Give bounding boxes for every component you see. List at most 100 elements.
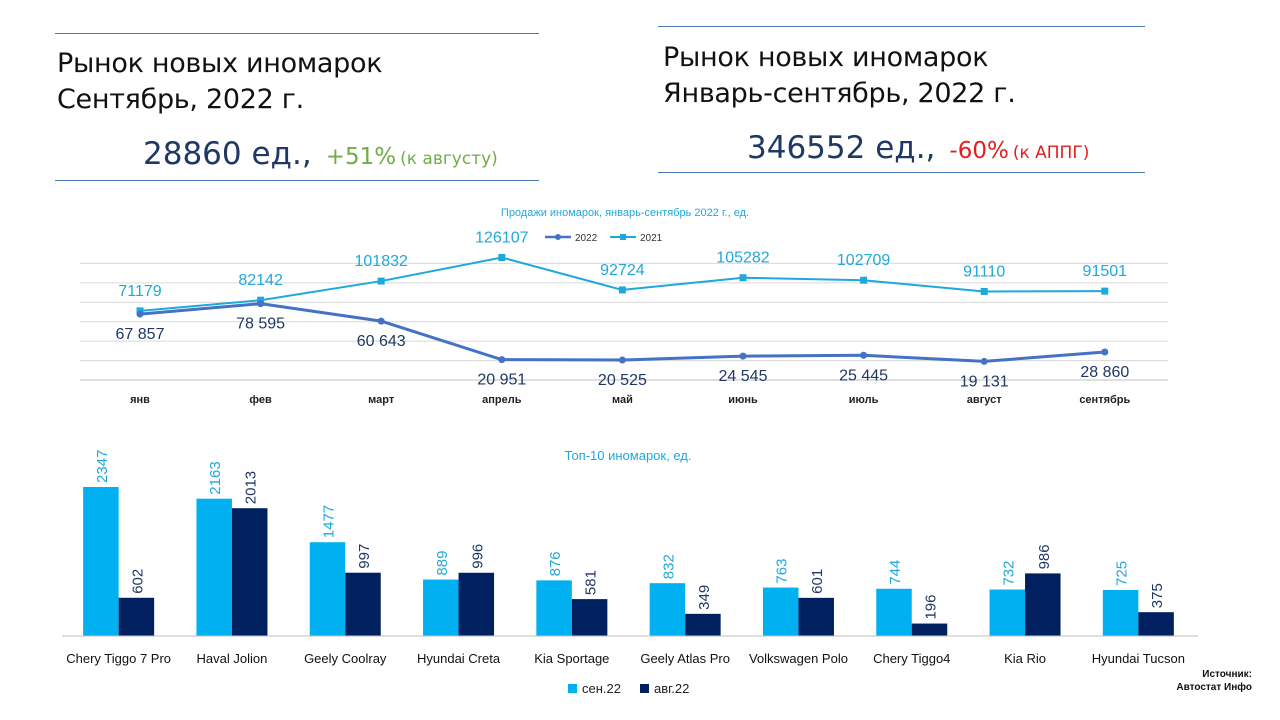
- bar-aug22-label: 602: [129, 569, 146, 594]
- bar-category-label: Hyundai Tucson: [1092, 651, 1185, 666]
- bar-aug22: [118, 597, 155, 636]
- series-2021-point: [377, 277, 385, 285]
- line-category-label: июнь: [728, 394, 758, 406]
- series-2021-label: 92724: [600, 262, 645, 279]
- series-2021-point: [1101, 287, 1109, 295]
- right-title: Рынок новых иномарок Январь-сентябрь, 20…: [663, 40, 1016, 112]
- right-top-rule: [658, 26, 1145, 27]
- bar-aug22-label: 196: [923, 595, 940, 620]
- series-2021-point: [739, 274, 747, 282]
- bar-category-label: Kia Rio: [1004, 651, 1046, 666]
- legend-sep22-swatch: [568, 684, 577, 693]
- source-note: Источник: Автостат Инфо: [1176, 668, 1252, 694]
- left-title-line2: Сентябрь, 2022 г.: [57, 84, 304, 115]
- legend-2022-marker: [555, 234, 561, 240]
- legend-aug22-label: авг.22: [654, 681, 689, 696]
- bar-category-label: Hyundai Creta: [417, 651, 501, 666]
- series-2021-label: 101832: [355, 253, 408, 270]
- series-2022-point: [136, 310, 144, 318]
- bar-aug22: [571, 599, 608, 636]
- bar-aug22: [458, 572, 495, 636]
- right-title-line1: Рынок новых иномарок: [663, 42, 989, 73]
- line-category-label: июль: [849, 394, 879, 406]
- series-2021-label: 102709: [837, 252, 890, 269]
- series-2021-label: 91110: [963, 263, 1005, 280]
- left-change-note: (к августу): [400, 149, 498, 169]
- series-2021-point: [618, 286, 626, 294]
- series-2021-label: 71179: [118, 283, 161, 300]
- series-2021-label: 126107: [475, 229, 528, 246]
- bar-sep22-label: 832: [660, 554, 677, 579]
- bar-sep22-label: 876: [547, 551, 564, 576]
- series-2022-label: 28 860: [1080, 364, 1129, 381]
- left-total: 28860 ед.,: [143, 136, 312, 172]
- series-2022-label: 20 525: [598, 372, 647, 389]
- right-change: -60%: [949, 138, 1009, 164]
- bar-sep22: [196, 498, 232, 636]
- line-category-label: апрель: [482, 394, 522, 406]
- series-2022-label: 60 643: [357, 333, 406, 350]
- bar-aug22-label: 2013: [243, 471, 260, 504]
- line-chart: Продажи иномарок, январь-сентябрь 2022 г…: [80, 207, 1168, 406]
- series-2022-label: 67 857: [116, 326, 165, 343]
- left-bottom-rule: [55, 180, 539, 181]
- legend-sep22-label: сен.22: [582, 681, 621, 696]
- bar-category-label: Haval Jolion: [197, 651, 268, 666]
- bar-aug22: [1025, 573, 1061, 636]
- bar-category-label: Chery Tiggo4: [873, 651, 950, 666]
- bar-sep22-label: 763: [774, 559, 791, 584]
- line-category-label: март: [368, 394, 395, 406]
- bar-aug22: [231, 508, 268, 636]
- bar-sep22-label: 889: [434, 551, 451, 576]
- series-2021-point: [498, 253, 506, 261]
- bar-aug22-label: 349: [696, 585, 713, 610]
- bar-sep22-label: 2347: [94, 450, 111, 483]
- bar-sep22: [649, 583, 686, 636]
- left-change: +51%: [325, 144, 397, 170]
- series-2022-point: [980, 357, 988, 365]
- left-top-rule: [55, 33, 539, 34]
- left-title: Рынок новых иномарок Сентябрь, 2022 г.: [57, 46, 383, 118]
- left-title-line1: Рынок новых иномарок: [57, 48, 383, 79]
- bar-chart: Топ-10 иномарок, ед. 2347 602 Chery Tiggo 7…: [62, 448, 1198, 696]
- series-2022-label: 24 545: [719, 368, 768, 385]
- line-category-label: сентябрь: [1079, 394, 1130, 406]
- bar-aug22: [798, 597, 834, 636]
- series-2022-point: [860, 351, 868, 359]
- line-category-label: август: [967, 394, 1002, 406]
- bar-sep22: [83, 487, 119, 636]
- bar-sep22: [876, 588, 912, 636]
- series-2021-point: [860, 276, 868, 284]
- series-2022-point: [618, 356, 626, 364]
- series-2022-label: 20 951: [477, 372, 526, 389]
- series-2022-label: 19 131: [960, 373, 1009, 390]
- series-2021-label: 82142: [238, 272, 283, 289]
- series-2022-point: [739, 352, 747, 360]
- bar-category-label: Geely Coolray: [304, 651, 387, 666]
- right-change-note: (к АППГ): [1012, 143, 1090, 163]
- legend-2022-label: 2022: [575, 233, 598, 244]
- bar-sep22-label: 725: [1114, 561, 1131, 586]
- series-2022-point: [377, 317, 385, 325]
- right-total-block: 346552 ед., -60% (к АППГ): [747, 130, 1089, 166]
- bar-chart-title: Топ-10 иномарок, ед.: [565, 448, 692, 463]
- bar-aug22: [685, 613, 721, 636]
- bar-aug22-label: 986: [1036, 544, 1053, 569]
- bar-sep22: [309, 542, 346, 636]
- series-2022-point: [1101, 348, 1109, 356]
- bar-aug22-label: 375: [1149, 583, 1166, 608]
- bar-sep22: [989, 589, 1026, 636]
- series-2022-label: 25 445: [839, 367, 888, 384]
- bar-sep22: [762, 587, 799, 636]
- bar-aug22-label: 996: [469, 544, 486, 569]
- legend-aug22-swatch: [640, 684, 649, 693]
- series-2021-point: [980, 287, 988, 295]
- right-total: 346552 ед.,: [747, 130, 936, 166]
- line-category-label: фев: [249, 394, 272, 406]
- line-chart-title: Продажи иномарок, январь-сентябрь 2022 г…: [501, 207, 749, 219]
- bar-aug22: [345, 572, 381, 636]
- bar-sep22-label: 1477: [321, 505, 338, 538]
- bar-category-label: Geely Atlas Pro: [640, 651, 730, 666]
- right-bottom-rule: [658, 172, 1145, 173]
